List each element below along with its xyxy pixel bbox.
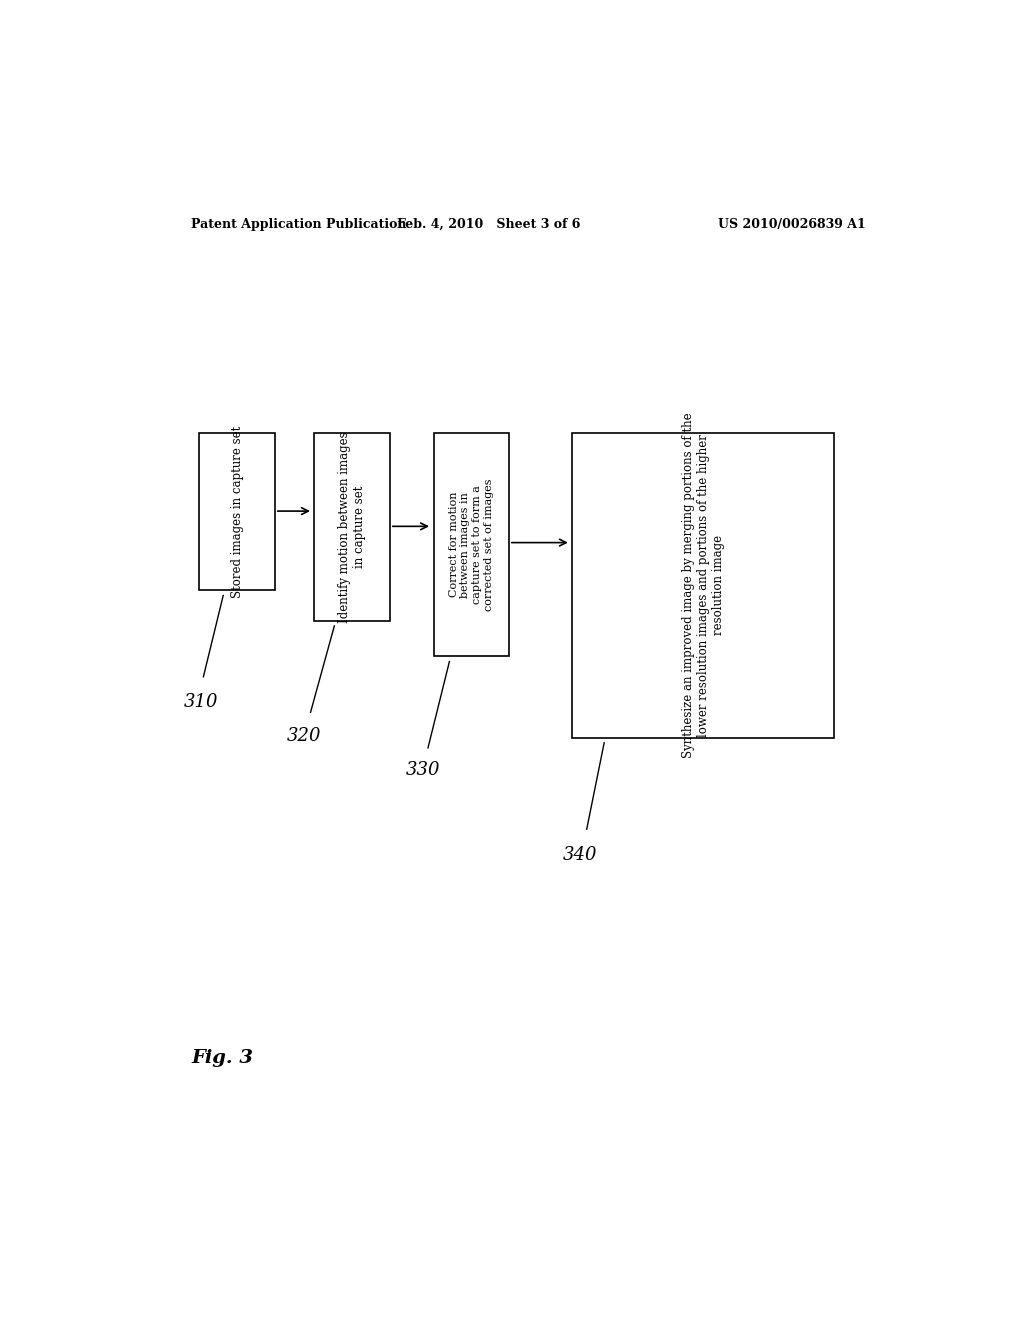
- Text: Correct for motion
between images in
capture set to form a
corrected set of imag: Correct for motion between images in cap…: [449, 478, 494, 611]
- Bar: [433, 433, 509, 656]
- Bar: [314, 433, 390, 620]
- Text: Synthesize an improved image by merging portions of the
lower resolution images : Synthesize an improved image by merging …: [682, 412, 725, 758]
- Text: 330: 330: [406, 762, 440, 779]
- Text: 310: 310: [183, 693, 218, 711]
- Bar: [200, 433, 274, 590]
- Text: Patent Application Publication: Patent Application Publication: [191, 218, 407, 231]
- Text: Identify motion between images
in capture set: Identify motion between images in captur…: [338, 432, 367, 623]
- Text: US 2010/0026839 A1: US 2010/0026839 A1: [718, 218, 866, 231]
- Bar: [572, 433, 835, 738]
- Text: 340: 340: [563, 846, 597, 863]
- Text: Fig. 3: Fig. 3: [191, 1049, 254, 1067]
- Text: Feb. 4, 2010   Sheet 3 of 6: Feb. 4, 2010 Sheet 3 of 6: [397, 218, 581, 231]
- Text: 320: 320: [287, 727, 322, 744]
- Text: Stored images in capture set: Stored images in capture set: [230, 425, 244, 598]
